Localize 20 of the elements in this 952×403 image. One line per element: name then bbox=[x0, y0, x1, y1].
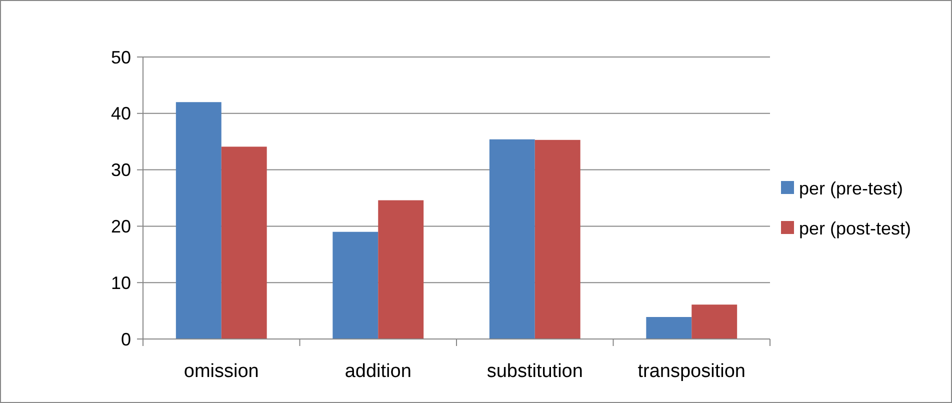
y-tick-label: 0 bbox=[120, 329, 131, 350]
bar bbox=[176, 102, 222, 339]
x-tick-label: transposition bbox=[638, 361, 746, 382]
x-tick-label: omission bbox=[184, 361, 259, 382]
bar bbox=[534, 140, 580, 339]
x-tick-label: substitution bbox=[486, 361, 583, 382]
bar bbox=[692, 304, 738, 339]
bar bbox=[489, 139, 535, 339]
bar bbox=[332, 232, 378, 339]
y-tick-label: 40 bbox=[110, 104, 131, 124]
legend-label: per (post-test) bbox=[799, 218, 912, 238]
bar bbox=[221, 146, 267, 339]
y-tick-label: 10 bbox=[110, 272, 131, 293]
bar bbox=[378, 200, 424, 339]
bar bbox=[646, 317, 692, 339]
legend-label: per (pre-test) bbox=[799, 178, 904, 198]
y-tick-label: 50 bbox=[110, 47, 131, 68]
x-tick-label: addition bbox=[344, 361, 412, 382]
y-tick-label: 30 bbox=[110, 160, 131, 180]
y-tick-label: 20 bbox=[110, 216, 131, 236]
